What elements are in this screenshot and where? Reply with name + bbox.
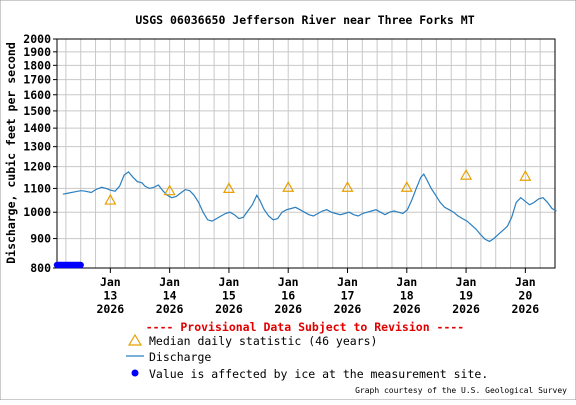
y-axis-label: Discharge, cubic feet per second (4, 42, 18, 264)
x-tick-label: 19 (459, 289, 473, 303)
x-tick-label: 13 (103, 289, 117, 303)
y-tick-label: 800 (30, 261, 51, 275)
x-tick-label: Jan (100, 275, 121, 289)
x-tick-label: 16 (281, 289, 295, 303)
y-tick-label: 900 (30, 232, 51, 246)
x-tick-label: Jan (456, 275, 477, 289)
usgs-credit: Graph courtesy of the U.S. Geological Su… (355, 386, 567, 395)
median-markers (104, 168, 532, 205)
x-tick-label: 2026 (393, 302, 421, 316)
x-tick-label: 2026 (97, 302, 125, 316)
median-marker (400, 181, 413, 192)
x-tick-label: Jan (337, 275, 358, 289)
x-tick-label: Jan (278, 275, 299, 289)
x-tick-label: 15 (222, 289, 236, 303)
grid-layer (53, 38, 556, 273)
median-marker (163, 184, 176, 196)
ice-markers (53, 261, 84, 269)
median-marker (341, 181, 354, 192)
chart-title: USGS 06036650 Jefferson River near Three… (135, 13, 474, 27)
y-tick-label: 1600 (23, 88, 51, 102)
y-tick-label: 1200 (23, 160, 51, 174)
legend-ice-swatch (131, 369, 139, 377)
x-tick-label: 20 (518, 289, 532, 303)
x-tick-label: 2026 (512, 302, 540, 316)
x-tick-label: Jan (159, 275, 180, 289)
legend-ice-label: Value is affected by ice at the measurem… (149, 367, 488, 381)
x-tick-label: Jan (219, 275, 240, 289)
x-tick-label: 2026 (274, 302, 302, 316)
x-tick-label: 2026 (156, 302, 184, 316)
x-tick-label: 18 (400, 289, 414, 303)
discharge-series-line (62, 171, 557, 243)
x-tick-label: 2026 (334, 302, 362, 316)
x-tick-label: 2026 (452, 302, 480, 316)
x-tick-label: 2026 (215, 302, 243, 316)
provisional-notice: ---- Provisional Data Subject to Revisio… (146, 320, 465, 334)
x-tick-label: Jan (515, 275, 536, 289)
ice-marker (77, 261, 84, 269)
x-tick-label: Jan (396, 275, 417, 289)
y-tick-label: 1000 (23, 205, 51, 219)
legend-median-label: Median daily statistic (46 years) (149, 334, 377, 348)
x-tick-labels: Jan132026Jan142026Jan152026Jan162026Jan1… (97, 275, 540, 316)
median-marker (282, 181, 295, 192)
y-tick-label: 1900 (23, 45, 51, 59)
y-tick-label: 1700 (23, 73, 51, 87)
legend: Median daily statistic (46 years) Discha… (126, 333, 488, 381)
legend-median-swatch (127, 333, 143, 346)
series-layer (62, 171, 557, 243)
plot-area (56, 38, 556, 269)
y-tick-label: 1300 (23, 140, 51, 154)
median-marker (460, 168, 473, 180)
y-tick-label: 1100 (23, 181, 51, 195)
median-marker (104, 193, 117, 205)
x-tick-label: 17 (341, 289, 355, 303)
y-tick-label: 1500 (23, 104, 51, 118)
y-tick-label: 1800 (23, 58, 51, 72)
x-tick-label: 14 (163, 289, 177, 303)
y-tick-labels: 800 900 1000 1100 1200 1300 1400 1500 1600170018… (23, 32, 51, 275)
y-tick-label: 1400 (23, 121, 51, 135)
y-tick-label: 2000 (23, 32, 51, 46)
median-marker (519, 169, 532, 181)
median-marker (222, 182, 235, 194)
legend-discharge-label: Discharge (149, 350, 211, 364)
